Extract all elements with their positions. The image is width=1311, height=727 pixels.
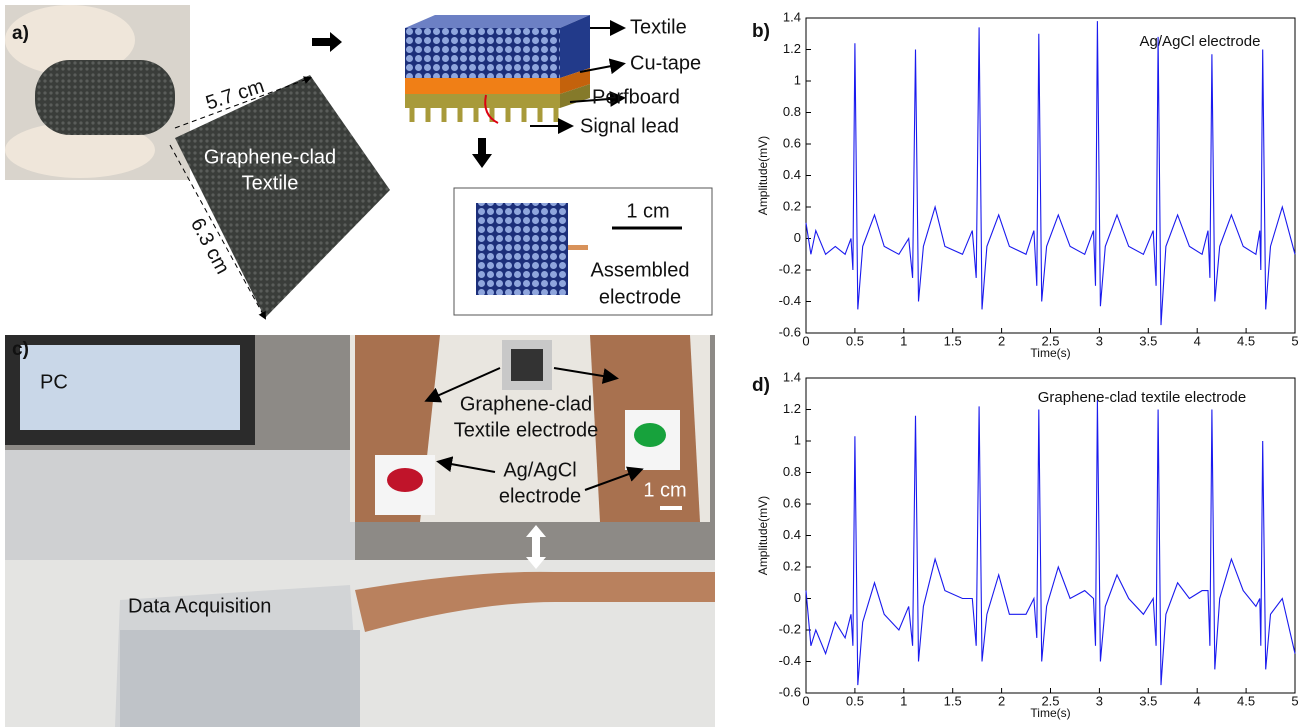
- textile-electrode-label: Textile electrode: [454, 419, 599, 441]
- layer-label: Textile: [630, 16, 687, 38]
- layer-label: Perfboard: [592, 86, 680, 108]
- clip: [634, 423, 666, 447]
- x-tick-label: 0: [802, 693, 809, 708]
- panel-label: d): [752, 375, 770, 396]
- panel-label: a): [12, 23, 29, 44]
- x-tick-label: 0: [802, 333, 809, 348]
- y-tick-label: 0.6: [783, 135, 801, 150]
- charts: -0.6 -0.4 -0.2 0 0.2 0.4 0.6 0.8 1 1.2 1.4 0 0.5 1 1.5…: [752, 9, 1299, 720]
- panel-label: c): [12, 339, 29, 360]
- x-axis-label: Time(s): [1030, 706, 1070, 720]
- y-tick-label: -0.6: [779, 324, 801, 339]
- assembled-label: Assembled: [591, 259, 690, 281]
- annotation: Graphene-clad textile electrode: [1038, 389, 1246, 406]
- electrode-photo: [476, 203, 568, 295]
- textile-electrode-label: Graphene-clad: [460, 393, 592, 415]
- scale-label: 1 cm: [626, 200, 669, 222]
- arrow: [312, 32, 342, 52]
- y-tick-label: 0.4: [783, 167, 801, 182]
- y-tick-label: 1.2: [783, 401, 801, 416]
- lead: [568, 245, 588, 250]
- x-tick-label: 3.5: [1139, 333, 1157, 348]
- y-axis-label: Amplitude(mV): [756, 136, 770, 215]
- y-tick-label: 1: [794, 432, 801, 447]
- assembled-label: electrode: [599, 286, 681, 308]
- ecg-line: [806, 21, 1295, 325]
- electrode-icon: [511, 349, 543, 381]
- y-tick-label: -0.6: [779, 684, 801, 699]
- y-tick-label: 0.8: [783, 464, 801, 479]
- y-tick-label: -0.4: [779, 293, 801, 308]
- plot-frame: [806, 378, 1295, 693]
- textile: [175, 75, 390, 318]
- y-tick-label: -0.2: [779, 621, 801, 636]
- y-axis-label: Amplitude(mV): [756, 496, 770, 575]
- textile-label: Graphene-clad: [204, 146, 336, 168]
- y-tick-label: 0.4: [783, 527, 801, 542]
- figure: a) 5.7 cm 6.3 cm Graphene-clad Textile T…: [0, 0, 1311, 727]
- x-tick-label: 4: [1194, 693, 1201, 708]
- x-tick-label: 5: [1291, 693, 1298, 708]
- x-tick-label: 1: [900, 333, 907, 348]
- x-tick-label: 5: [1291, 333, 1298, 348]
- x-tick-label: 1.5: [944, 333, 962, 348]
- rolled-textile: [35, 60, 175, 135]
- y-tick-label: -0.2: [779, 261, 801, 276]
- daq-front: [120, 630, 360, 727]
- clip: [387, 468, 423, 492]
- y-tick-label: -0.4: [779, 653, 801, 668]
- x-tick-label: 4.5: [1237, 333, 1255, 348]
- x-tick-label: 2: [998, 693, 1005, 708]
- x-tick-label: 4.5: [1237, 693, 1255, 708]
- plot-frame: [806, 18, 1295, 333]
- x-tick-label: 2: [998, 333, 1005, 348]
- ecg-line: [806, 400, 1295, 685]
- x-tick-label: 0.5: [846, 693, 864, 708]
- x-tick-label: 1: [900, 693, 907, 708]
- x-tick-label: 4: [1194, 333, 1201, 348]
- x-tick-label: 3: [1096, 333, 1103, 348]
- pins: [412, 108, 556, 122]
- x-axis-label: Time(s): [1030, 346, 1070, 360]
- layer-label: Signal lead: [580, 115, 679, 137]
- x-tick-label: 3: [1096, 693, 1103, 708]
- x-tick-label: 1.5: [944, 693, 962, 708]
- ag-electrode-label: Ag/AgCl: [503, 459, 576, 481]
- layer-perf: [405, 94, 560, 108]
- pc-label: PC: [40, 371, 68, 393]
- layer-textile: [405, 28, 560, 78]
- panel-c: c) PC Data Acquisition Graphene-clad Tex…: [5, 335, 715, 727]
- y-tick-label: 1: [794, 72, 801, 87]
- layer-top: [405, 15, 590, 28]
- y-tick-label: 0.2: [783, 198, 801, 213]
- textile-label: Textile: [242, 172, 299, 194]
- y-tick-label: 0: [794, 230, 801, 245]
- y-tick-label: 0.8: [783, 104, 801, 119]
- arrow: [472, 138, 492, 168]
- panel-label: b): [752, 21, 770, 42]
- x-tick-label: 3.5: [1139, 693, 1157, 708]
- y-tick-label: 0.6: [783, 495, 801, 510]
- y-tick-label: 1.2: [783, 41, 801, 56]
- y-tick-label: 0: [794, 590, 801, 605]
- scale-label: 1 cm: [643, 479, 686, 501]
- y-tick-label: 1.4: [783, 369, 801, 384]
- ag-electrode-label: electrode: [499, 485, 581, 507]
- case: [5, 450, 355, 560]
- daq-label: Data Acquisition: [128, 595, 271, 617]
- y-tick-label: 0.2: [783, 558, 801, 573]
- layer-cu: [405, 78, 560, 94]
- y-tick-label: 1.4: [783, 9, 801, 24]
- panel-a: a) 5.7 cm 6.3 cm Graphene-clad Textile T…: [5, 5, 712, 318]
- x-tick-label: 0.5: [846, 333, 864, 348]
- layer-label: Cu-tape: [630, 52, 701, 74]
